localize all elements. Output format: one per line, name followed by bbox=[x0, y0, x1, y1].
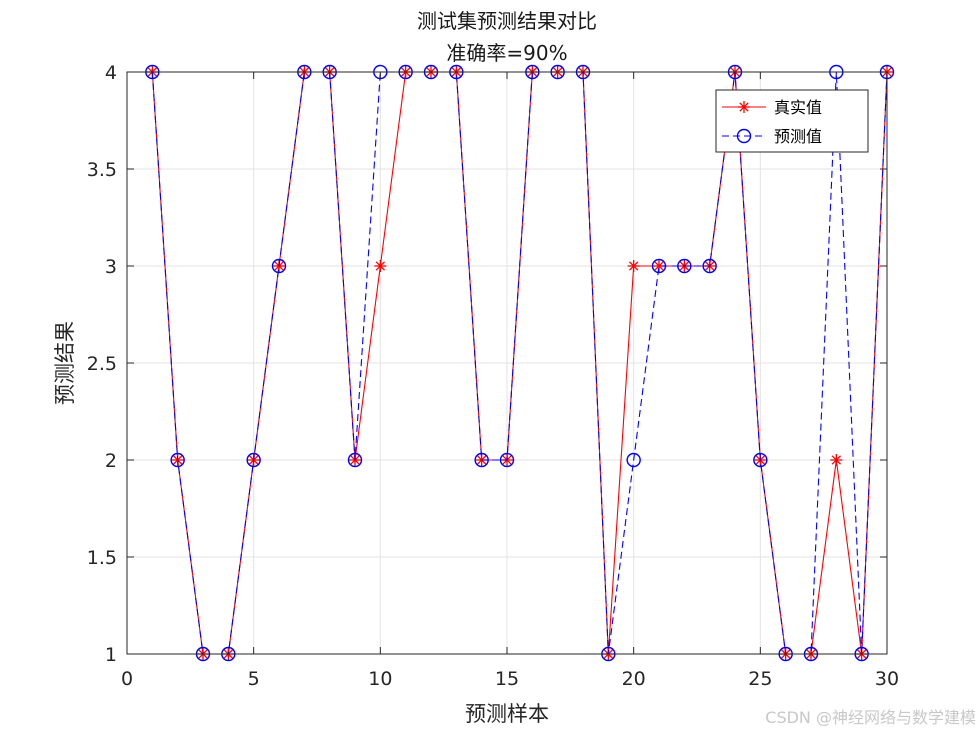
x-tick-label: 0 bbox=[121, 668, 133, 690]
data-point bbox=[702, 258, 717, 274]
x-tick-label: 10 bbox=[368, 668, 392, 690]
x-tick-label: 5 bbox=[248, 668, 260, 690]
y-tick-label: 1.5 bbox=[87, 547, 117, 569]
y-axis-label: 预测结果 bbox=[53, 321, 77, 405]
data-point bbox=[271, 258, 287, 274]
x-tick-label: 30 bbox=[875, 668, 899, 690]
legend-label: 预测值 bbox=[774, 127, 822, 146]
data-point bbox=[170, 452, 185, 468]
ticks: 0 5 10 15 20 25 30 1 1.5 2 2.5 3 3.5 4 bbox=[87, 62, 899, 690]
y-tick-label: 3 bbox=[105, 256, 117, 278]
data-point bbox=[830, 454, 843, 466]
x-axis-label: 预测样本 bbox=[465, 702, 549, 726]
data-point bbox=[753, 452, 768, 468]
data-point bbox=[347, 452, 363, 468]
y-tick-label: 1 bbox=[105, 644, 117, 666]
legend-label: 真实值 bbox=[774, 98, 822, 117]
y-tick-label: 2.5 bbox=[87, 353, 117, 375]
data-point bbox=[677, 258, 692, 274]
data-point bbox=[651, 258, 667, 274]
legend-entry: 预测值 bbox=[722, 127, 822, 146]
watermark: CSDN @神经网络与数学建模 bbox=[765, 708, 976, 727]
legend-marker bbox=[736, 128, 752, 144]
y-tick-label: 4 bbox=[105, 62, 117, 84]
legend-marker bbox=[738, 101, 750, 113]
legend-entry: 真实值 bbox=[722, 98, 822, 117]
x-tick-label: 20 bbox=[622, 668, 646, 690]
data-point bbox=[626, 452, 641, 468]
chart-title: 测试集预测结果对比 bbox=[417, 9, 597, 33]
x-tick-label: 25 bbox=[748, 668, 772, 690]
y-tick-label: 3.5 bbox=[87, 159, 117, 181]
y-tick-label: 2 bbox=[105, 450, 117, 472]
chart-subtitle: 准确率=90% bbox=[446, 41, 567, 65]
series-line-2 bbox=[151, 71, 888, 655]
data-point bbox=[374, 260, 387, 272]
data-point bbox=[474, 452, 489, 468]
data-point bbox=[246, 452, 261, 468]
x-tick-label: 15 bbox=[495, 668, 519, 690]
data-point bbox=[499, 452, 515, 468]
data-point bbox=[627, 260, 640, 272]
